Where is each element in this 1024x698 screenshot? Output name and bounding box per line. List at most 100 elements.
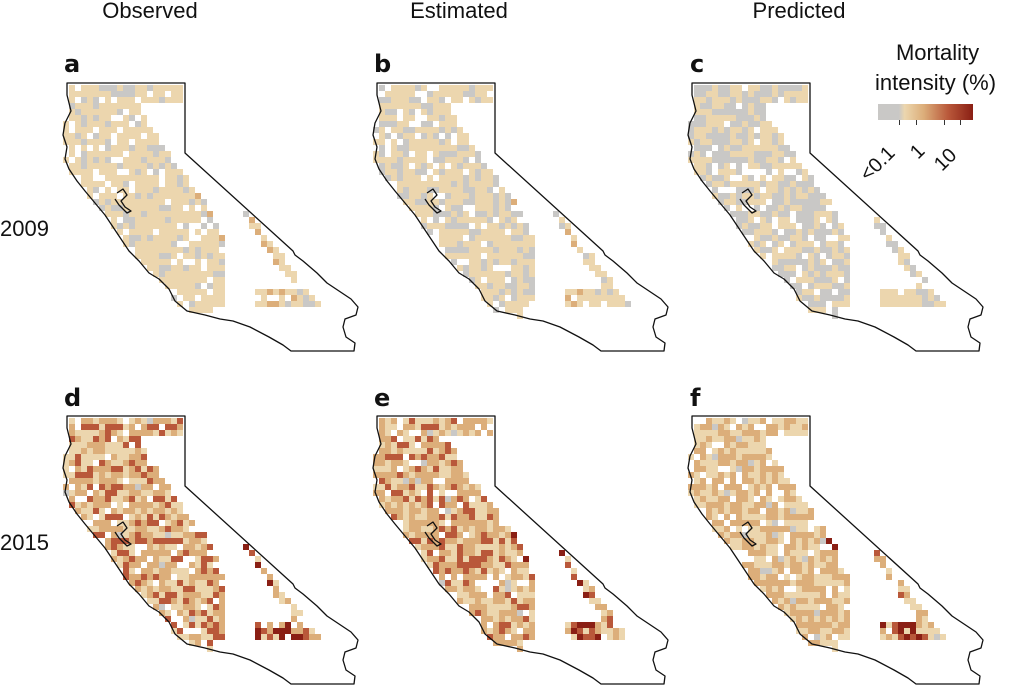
grid-cell xyxy=(427,514,433,520)
grid-cell xyxy=(87,121,93,127)
grid-cell xyxy=(706,424,712,430)
grid-cell xyxy=(379,85,385,91)
grid-cell xyxy=(391,508,397,514)
grid-cell xyxy=(255,289,261,295)
grid-cell xyxy=(105,430,111,436)
grid-cell xyxy=(135,562,141,568)
grid-cell xyxy=(694,151,700,157)
grid-cell xyxy=(153,574,159,580)
grid-cell xyxy=(397,442,403,448)
grid-cell xyxy=(778,265,784,271)
grid-cell xyxy=(409,418,415,424)
grid-cell xyxy=(760,223,766,229)
grid-cell xyxy=(487,538,493,544)
grid-cell xyxy=(445,586,451,592)
grid-cell xyxy=(111,508,117,514)
grid-cell xyxy=(141,424,147,430)
grid-cell xyxy=(481,169,487,175)
grid-cell xyxy=(784,604,790,610)
grid-cell xyxy=(796,85,802,91)
grid-cell xyxy=(451,424,457,430)
grid-cell xyxy=(183,199,189,205)
grid-cell xyxy=(213,247,219,253)
grid-cell xyxy=(445,109,451,115)
grid-cell xyxy=(577,634,583,640)
grid-cell xyxy=(814,271,820,277)
grid-cell xyxy=(189,271,195,277)
grid-cell xyxy=(183,538,189,544)
grid-cell xyxy=(493,538,499,544)
grid-cell xyxy=(754,520,760,526)
grid-cell xyxy=(934,295,940,301)
grid-cell xyxy=(844,580,850,586)
grid-cell xyxy=(712,520,718,526)
grid-cell xyxy=(469,163,475,169)
grid-cell xyxy=(159,223,165,229)
grid-cell xyxy=(595,271,601,277)
grid-cell xyxy=(445,418,451,424)
grid-cell xyxy=(589,265,595,271)
grid-cell xyxy=(517,634,523,640)
grid-cell xyxy=(748,436,754,442)
grid-cell xyxy=(111,85,117,91)
grid-cell xyxy=(499,289,505,295)
grid-cell xyxy=(403,496,409,502)
grid-cell xyxy=(529,295,535,301)
panel-letter-d: d xyxy=(64,384,82,412)
grid-cell xyxy=(748,103,754,109)
grid-cell xyxy=(189,532,195,538)
grid-cell xyxy=(469,490,475,496)
grid-cell xyxy=(772,598,778,604)
grid-cell xyxy=(820,610,826,616)
grid-cell xyxy=(201,598,207,604)
grid-cell xyxy=(93,163,99,169)
grid-cell xyxy=(808,610,814,616)
grid-cell xyxy=(718,496,724,502)
grid-cell xyxy=(487,544,493,550)
grid-cell xyxy=(391,163,397,169)
grid-cell xyxy=(571,622,577,628)
grid-cell xyxy=(469,181,475,187)
grid-cell xyxy=(111,145,117,151)
grid-cell xyxy=(469,97,475,103)
grid-cell xyxy=(487,508,493,514)
grid-cell xyxy=(748,175,754,181)
grid-cell xyxy=(499,253,505,259)
grid-cell xyxy=(433,157,439,163)
grid-cell xyxy=(730,490,736,496)
grid-cell xyxy=(784,514,790,520)
grid-cell xyxy=(123,508,129,514)
grid-cell xyxy=(517,544,523,550)
grid-cell xyxy=(219,622,225,628)
grid-cell xyxy=(790,175,796,181)
grid-cell xyxy=(69,496,75,502)
grid-cell xyxy=(523,592,529,598)
grid-cell xyxy=(141,568,147,574)
grid-cell xyxy=(421,514,427,520)
grid-cell xyxy=(724,448,730,454)
grid-cell xyxy=(219,610,225,616)
grid-cell xyxy=(481,85,487,91)
grid-cell xyxy=(814,247,820,253)
grid-cell xyxy=(81,442,87,448)
grid-cell xyxy=(415,508,421,514)
grid-cell xyxy=(499,568,505,574)
grid-cell xyxy=(183,544,189,550)
grid-cell xyxy=(171,526,177,532)
grid-cell xyxy=(457,526,463,532)
grid-cell xyxy=(706,85,712,91)
grid-cell xyxy=(748,418,754,424)
grid-cell xyxy=(832,550,838,556)
grid-cell xyxy=(706,103,712,109)
grid-cell xyxy=(403,109,409,115)
grid-cell xyxy=(451,151,457,157)
grid-cell xyxy=(195,307,201,313)
grid-cell xyxy=(213,235,219,241)
grid-cell xyxy=(916,295,922,301)
grid-cell xyxy=(928,295,934,301)
grid-cell xyxy=(147,229,153,235)
grid-cell xyxy=(487,199,493,205)
grid-cell xyxy=(844,634,850,640)
grid-cell xyxy=(832,265,838,271)
grid-cell xyxy=(469,85,475,91)
